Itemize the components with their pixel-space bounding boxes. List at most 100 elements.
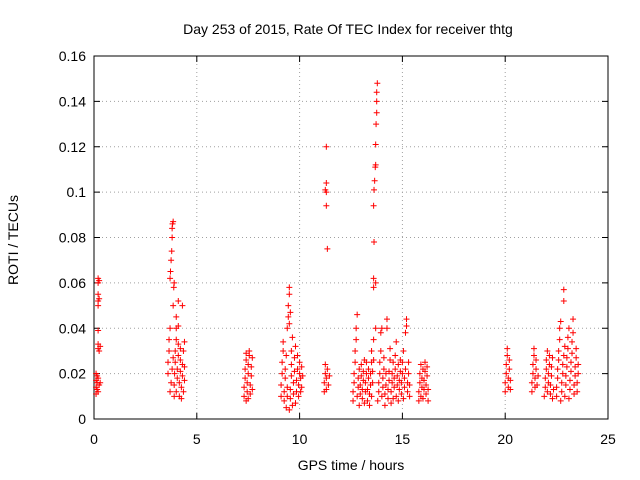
- data-point: [95, 388, 102, 395]
- data-point: [96, 277, 103, 284]
- data-point: [168, 248, 175, 255]
- data-point: [179, 302, 186, 309]
- data-point: [181, 377, 188, 384]
- data-point: [95, 327, 102, 334]
- data-point: [375, 379, 382, 386]
- data-point: [399, 359, 406, 366]
- data-point: [406, 381, 413, 388]
- data-point: [423, 391, 430, 398]
- data-point: [387, 357, 394, 364]
- data-point: [404, 388, 411, 395]
- data-point: [363, 359, 370, 366]
- x-tick-labels: 0 5 10 15 20 25: [90, 431, 616, 447]
- data-point: [382, 370, 389, 377]
- data-point: [95, 375, 102, 382]
- data-point: [280, 347, 287, 354]
- data-point: [373, 121, 380, 128]
- data-point: [357, 381, 364, 388]
- data-point: [244, 379, 251, 386]
- data-point: [294, 366, 301, 373]
- data-point: [247, 381, 254, 388]
- data-point: [393, 338, 400, 345]
- data-point: [96, 347, 103, 354]
- data-point: [282, 375, 289, 382]
- data-point: [558, 379, 565, 386]
- data-point: [530, 352, 537, 359]
- data-point: [575, 370, 582, 377]
- data-point: [566, 386, 573, 393]
- data-point: [286, 320, 293, 327]
- data-point: [165, 359, 172, 366]
- data-point: [377, 347, 384, 354]
- data-point: [570, 316, 577, 323]
- data-point: [388, 400, 395, 407]
- data-point: [364, 397, 371, 404]
- data-point: [563, 363, 570, 370]
- data-point: [548, 372, 555, 379]
- x-tick-label: 15: [395, 431, 411, 447]
- y-tick-label: 0.14: [59, 93, 86, 109]
- data-point: [282, 366, 289, 373]
- data-point: [503, 370, 510, 377]
- data-point: [562, 381, 569, 388]
- data-point: [561, 393, 568, 400]
- data-point: [554, 375, 561, 382]
- data-point: [245, 370, 252, 377]
- data-point: [394, 372, 401, 379]
- data-point: [560, 286, 567, 293]
- data-point: [286, 284, 293, 291]
- data-point: [544, 388, 551, 395]
- data-point: [415, 388, 422, 395]
- data-point: [385, 386, 392, 393]
- data-point: [292, 343, 299, 350]
- data-point: [541, 393, 548, 400]
- data-point: [398, 391, 405, 398]
- data-point: [169, 366, 176, 373]
- data-point: [291, 368, 298, 375]
- data-point: [546, 352, 553, 359]
- y-tick-label: 0.16: [59, 48, 86, 64]
- data-point: [415, 397, 422, 404]
- data-point: [279, 370, 286, 377]
- y-tick-label: 0.06: [59, 275, 86, 291]
- y-tick-label: 0.02: [59, 366, 86, 382]
- data-point: [173, 388, 180, 395]
- data-point: [165, 370, 172, 377]
- data-point: [97, 379, 104, 386]
- data-point: [371, 186, 378, 193]
- data-point: [178, 395, 185, 402]
- data-point: [378, 325, 385, 332]
- data-point: [381, 391, 388, 398]
- data-point: [377, 329, 384, 336]
- data-point: [358, 361, 365, 368]
- data-point: [393, 393, 400, 400]
- data-point: [171, 381, 178, 388]
- data-point: [382, 381, 389, 388]
- data-point: [549, 395, 556, 402]
- data-point: [279, 359, 286, 366]
- data-point: [379, 375, 386, 382]
- data-point: [507, 377, 514, 384]
- data-point: [387, 345, 394, 352]
- data-point: [406, 393, 413, 400]
- data-point: [547, 391, 554, 398]
- data-point: [243, 357, 250, 364]
- data-point: [553, 384, 560, 391]
- data-point: [167, 325, 174, 332]
- data-point: [288, 347, 295, 354]
- data-point: [365, 366, 372, 373]
- data-point: [365, 375, 372, 382]
- data-point: [528, 379, 535, 386]
- data-point: [372, 325, 379, 332]
- data-point: [370, 357, 377, 364]
- data-point: [179, 372, 186, 379]
- y-tick-label: 0: [78, 411, 86, 427]
- data-point: [356, 402, 363, 409]
- data-point: [424, 363, 431, 370]
- x-tick-label: 20: [497, 431, 513, 447]
- data-point: [560, 298, 567, 305]
- data-point: [373, 89, 380, 96]
- data-point: [559, 370, 566, 377]
- data-point: [287, 386, 294, 393]
- data-point: [281, 397, 288, 404]
